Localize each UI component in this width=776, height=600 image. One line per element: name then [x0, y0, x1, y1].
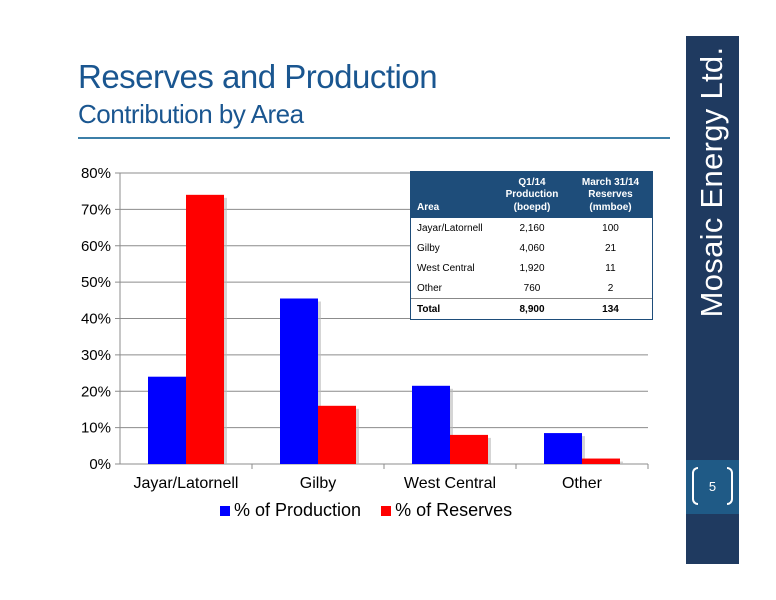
- x-tick-label: Gilby: [300, 475, 336, 492]
- table-row: West Central 1,920 11: [411, 258, 652, 278]
- bar-reserves: [450, 434, 488, 464]
- y-tick-label: 10%: [81, 420, 111, 437]
- y-tick-label: 0%: [89, 456, 111, 473]
- table-cell: Other: [417, 282, 443, 294]
- table-cell: 11: [605, 262, 616, 274]
- y-tick-label: 80%: [81, 165, 111, 182]
- table-cell: Total: [417, 303, 441, 315]
- table-cell: 21: [604, 242, 617, 254]
- bar-production: [280, 298, 318, 464]
- table-cell: 100: [602, 222, 619, 234]
- chart-legend: % of Production % of Reserves: [220, 500, 532, 521]
- table-header-reserves: March 31/14 Reserves (mmboe): [581, 176, 640, 213]
- bar-reserves: [318, 405, 356, 464]
- page-number-box: 5: [686, 460, 739, 514]
- bar-chart: 0% 10% 20% 30% 40% 50% 60% 70% 80% Jayar/Latornel…: [81, 165, 649, 492]
- legend-swatch-production: [220, 505, 230, 516]
- slide-title: Reserves and Production: [78, 58, 438, 95]
- table-cell: 4,060: [519, 242, 545, 254]
- table-cell: Jayar/Latornell: [417, 222, 483, 234]
- table-cell: 760: [523, 282, 541, 294]
- table-row: Gilby 4,060 21: [411, 238, 652, 258]
- legend-label-reserves: % of Reserves: [395, 500, 513, 520]
- table-cell: 134: [602, 303, 619, 315]
- y-tick-label: 20%: [81, 383, 111, 400]
- bracket-right: [727, 467, 733, 505]
- y-tick-label: 60%: [81, 238, 111, 255]
- table-row: Other 760 2: [411, 278, 652, 298]
- table-cell: 2,160: [519, 222, 545, 234]
- table-header: Area Q1/14 Production (boepd) March 31/1…: [411, 172, 652, 218]
- table-total-row: Total 8,900 134: [411, 298, 652, 319]
- x-tick-label: West Central: [404, 475, 496, 492]
- brand-name: Mosaic Energy Ltd.: [694, 46, 729, 318]
- summary-table: Area Q1/14 Production (boepd) March 31/1…: [410, 171, 653, 320]
- table-header-area: Area: [417, 201, 440, 213]
- bar-production: [412, 385, 450, 464]
- page-number: 5: [708, 479, 717, 494]
- bar-reserves: [582, 458, 620, 464]
- y-tick-label: 30%: [81, 347, 111, 364]
- table-cell: 2: [607, 282, 614, 294]
- y-tick-label: 50%: [81, 274, 111, 291]
- table-cell: West Central: [417, 262, 475, 274]
- legend-item-production: % of Production: [220, 500, 361, 521]
- slide-subtitle: Contribution by Area: [78, 99, 304, 129]
- table-cell: 1,920: [519, 262, 545, 274]
- table-cell: 8,900: [519, 303, 545, 315]
- y-tick-label: 70%: [81, 201, 111, 218]
- x-tick-label: Jayar/Latornell: [134, 475, 239, 492]
- bracket-left: [692, 467, 698, 505]
- table-row: Jayar/Latornell 2,160 100: [411, 218, 652, 238]
- bar-reserves: [186, 194, 224, 464]
- bar-production: [148, 376, 186, 464]
- table-header-production: Q1/14 Production (boepd): [505, 176, 559, 213]
- bar-production: [544, 433, 582, 464]
- y-tick-label: 40%: [81, 311, 111, 328]
- legend-swatch-reserves: [381, 505, 392, 516]
- x-tick-label: Other: [562, 475, 603, 492]
- table-cell: Gilby: [417, 242, 440, 254]
- title-divider: [78, 137, 670, 139]
- legend-item-reserves: % of Reserves: [381, 500, 512, 521]
- legend-label-production: % of Production: [234, 500, 362, 520]
